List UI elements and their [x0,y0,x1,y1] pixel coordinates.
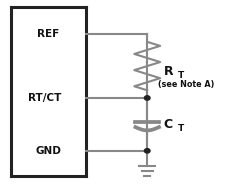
Text: REF: REF [37,29,60,39]
Text: R: R [164,65,173,78]
Text: T: T [178,124,184,132]
Circle shape [144,149,150,153]
Text: GND: GND [35,146,61,156]
Text: (see Note A): (see Note A) [158,80,214,89]
Text: T: T [178,71,184,80]
Text: C: C [164,118,173,131]
Text: RT/CT: RT/CT [28,93,62,103]
Circle shape [144,96,150,100]
